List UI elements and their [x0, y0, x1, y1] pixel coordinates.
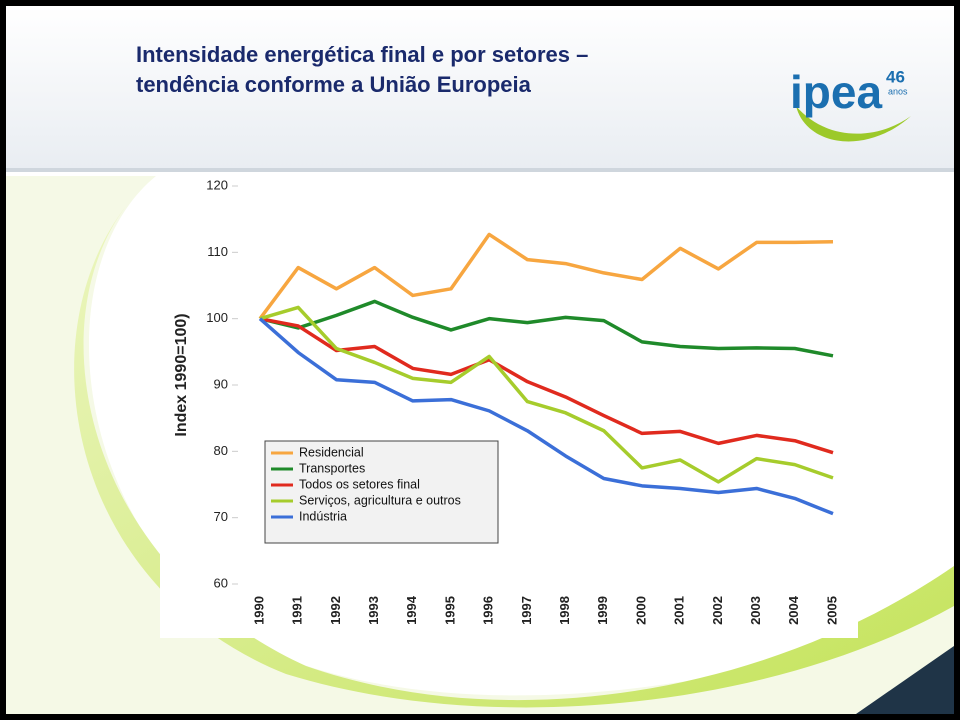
y-axis-label: Index 1990=100): [173, 313, 190, 436]
legend-label: Transportes: [299, 461, 365, 475]
x-tick-label: 2002: [710, 596, 725, 625]
title-line: Intensidade energética final e por setor…: [136, 42, 588, 67]
swoosh: [6, 176, 954, 714]
x-tick-label: 2000: [633, 596, 648, 625]
legend-label: Residencial: [299, 445, 364, 459]
y-tick-label: 70: [214, 509, 228, 524]
y-tick-label: 60: [214, 575, 228, 590]
x-tick-label: 2003: [748, 596, 763, 625]
header-rule: [6, 168, 954, 172]
data-line: [258, 317, 834, 516]
x-tick-label: 1997: [519, 596, 534, 625]
title-line: tendência conforme a União Europeia: [136, 72, 532, 97]
x-tick-label: 1994: [404, 595, 419, 625]
logo-name: ipea: [790, 66, 882, 118]
x-tick-label: 2001: [672, 596, 687, 625]
data-line: [258, 232, 834, 320]
x-tick-label: 1993: [366, 596, 381, 625]
data-line: [259, 316, 834, 455]
x-tick-label: 1992: [328, 596, 343, 625]
header-band: [6, 6, 954, 168]
slide-canvas: Intensidade energética final e por setor…: [6, 6, 954, 714]
y-tick-label: 90: [214, 376, 228, 391]
legend-box: [264, 440, 499, 544]
x-tick-label: 1998: [557, 596, 572, 625]
data-line: [259, 299, 834, 358]
y-tick-label: 100: [206, 310, 228, 325]
y-tick-label: 110: [207, 244, 228, 259]
legend-label: Todos os setores final: [299, 477, 420, 491]
x-tick-label: 2004: [786, 595, 801, 625]
logo-number: 46: [886, 67, 905, 86]
y-tick-label: 120: [206, 177, 228, 192]
x-tick-label: 1991: [290, 596, 305, 625]
x-tick-label: 1999: [595, 596, 610, 625]
x-tick-label: 1990: [251, 596, 266, 625]
legend-label: Serviços, agricultura e outros: [299, 493, 461, 507]
x-tick-label: 1996: [481, 596, 496, 625]
legend-label: Indústria: [299, 509, 347, 523]
corner: [856, 646, 954, 714]
logo-unit: anos: [888, 86, 908, 96]
data-line: [259, 305, 834, 484]
chart: 60 70 80 90 100 110 120 1990 1991 1992 1993 1994 199…: [173, 177, 839, 624]
logo-swoosh: [796, 106, 911, 142]
x-tick-label: 2005: [824, 596, 839, 625]
y-tick-label: 80: [214, 443, 228, 458]
x-tick-label: 1995: [442, 596, 457, 625]
